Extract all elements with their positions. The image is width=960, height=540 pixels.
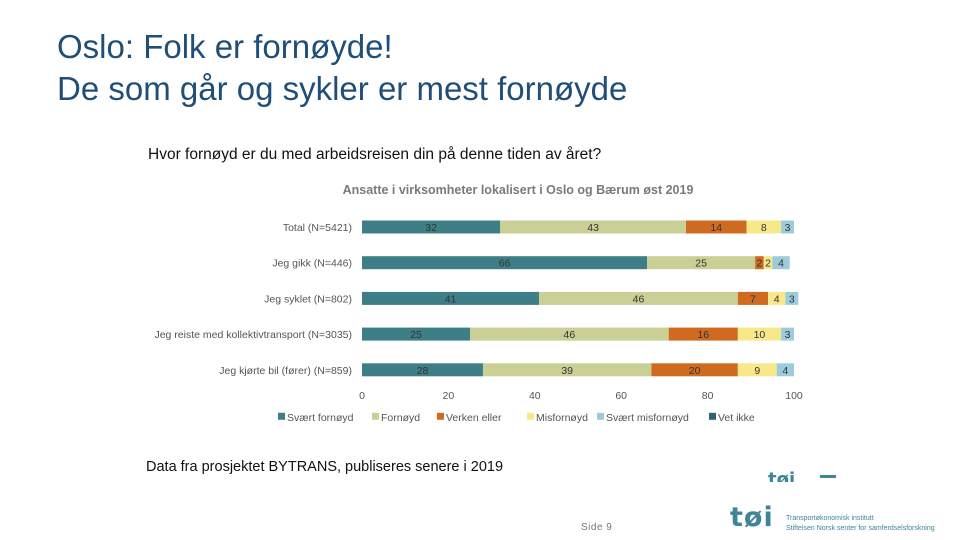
chart-title: Ansatte i virksomheter lokalisert i Oslo…: [343, 183, 694, 197]
bar-segment-3: [668, 327, 738, 341]
data-label: 46: [633, 293, 645, 305]
slide-title-line-2: De som går og sykler er mest fornøyde: [57, 70, 628, 107]
bar-segment-4: [737, 363, 777, 377]
bar-segment-1: [362, 363, 483, 377]
legend-swatch: [437, 412, 444, 420]
bar-segment-2: [500, 220, 686, 234]
bar-segment-5: [781, 327, 794, 341]
legend-swatch: [597, 412, 604, 420]
toi-logo-line-2: Stiftelsen Norsk senter for samferdselsf…: [786, 525, 935, 532]
bar-segment-3: [737, 291, 769, 305]
bar-segment-1: [362, 291, 540, 305]
bar-segment-4: [746, 220, 782, 234]
bar-segment-4: [763, 256, 773, 270]
toi-logo: tøi Transportøkonomisk institutt Stiftel…: [730, 502, 960, 537]
bar-segment-1: [362, 327, 470, 341]
category-label: Jeg reiste med kollektivtransport (N=303…: [154, 329, 352, 341]
source-footnote: Data fra prosjektet BYTRANS, publiseres …: [146, 459, 504, 475]
legend-label: Verken eller: [446, 412, 502, 424]
bar-segment-3: [651, 363, 738, 377]
x-tick-label: 60: [615, 390, 627, 402]
bar-segment-2: [470, 327, 669, 341]
data-label: 25: [695, 258, 707, 270]
toi-logo-fragment-text: [820, 475, 836, 478]
page-number: Side 9: [581, 522, 613, 533]
data-label: 16: [697, 329, 709, 341]
legend-swatch: [372, 412, 379, 420]
data-label: 3: [789, 293, 795, 305]
data-label: 2: [765, 258, 771, 270]
legend-swatch: [527, 412, 534, 420]
bar-segment-2: [539, 291, 738, 305]
bar-segment-1: [362, 256, 648, 270]
legend-swatch: [278, 412, 285, 420]
bar-segment-5: [781, 220, 794, 234]
legend-label: Svært misfornøyd: [606, 412, 689, 424]
data-label: 25: [410, 329, 422, 341]
bar-segment-3: [686, 220, 747, 234]
x-tick-label: 80: [702, 390, 714, 402]
category-label: Jeg kjørte bil (fører) (N=859): [219, 365, 352, 377]
data-label: 4: [778, 258, 784, 270]
data-label: 8: [761, 222, 767, 234]
category-label: Jeg syklet (N=802): [264, 293, 352, 305]
slide-title: Oslo: Folk er fornøyde! De som går og sy…: [57, 26, 627, 110]
slide-title-line-1: Oslo: Folk er fornøyde!: [57, 28, 393, 65]
chart-question: Hvor fornøyd er du med arbeidsreisen din…: [148, 146, 602, 163]
x-tick-label: 100: [785, 390, 803, 402]
bar-segment-2: [647, 256, 756, 270]
x-tick-label: 40: [529, 390, 541, 402]
bar-segment-5: [785, 291, 799, 305]
stacked-bar-chart: Ansatte i virksomheter lokalisert i Oslo…: [154, 183, 803, 424]
bar-segment-4: [737, 327, 782, 341]
data-label: 66: [499, 258, 511, 270]
data-label: 4: [774, 293, 780, 305]
legend-label: Vet ikke: [718, 412, 755, 424]
data-label: 7: [750, 293, 756, 305]
bar-segment-3: [755, 256, 764, 270]
category-label: Total (N=5421): [283, 222, 352, 234]
legend-label: Svært fornøyd: [287, 412, 354, 424]
bar-segment-1: [362, 220, 501, 234]
data-label: 3: [785, 222, 791, 234]
data-label: 28: [417, 365, 429, 377]
x-tick-label: 0: [359, 390, 365, 402]
bar-segment-2: [482, 363, 652, 377]
data-label: 3: [785, 329, 791, 341]
data-label: 9: [754, 365, 760, 377]
bar-segment-4: [768, 291, 786, 305]
toi-logo-text: Transportøkonomisk institutt Stiftelsen …: [786, 514, 935, 534]
data-label: 46: [564, 329, 576, 341]
data-label: 14: [710, 222, 722, 234]
data-label: 20: [689, 365, 701, 377]
data-label: 39: [561, 365, 573, 377]
legend-swatch: [709, 412, 716, 420]
toi-logo-fragment: tøi: [768, 470, 840, 482]
data-label: 32: [425, 222, 437, 234]
data-label: 10: [754, 329, 766, 341]
category-label: Jeg gikk (N=446): [272, 258, 352, 270]
toi-logo-fragment-mark: tøi: [768, 470, 796, 482]
data-label: 43: [587, 222, 599, 234]
x-tick-label: 20: [443, 390, 455, 402]
legend-label: Misfornøyd: [536, 412, 588, 424]
bar-segment-5: [776, 363, 794, 377]
data-label: 2: [757, 258, 763, 270]
legend-label: Fornøyd: [381, 412, 420, 424]
bar-segment-5: [772, 256, 790, 270]
toi-logo-mark: tøi: [730, 502, 774, 533]
data-label: 41: [445, 293, 457, 305]
data-label: 4: [782, 365, 788, 377]
toi-logo-line-1: Transportøkonomisk institutt: [786, 515, 874, 522]
